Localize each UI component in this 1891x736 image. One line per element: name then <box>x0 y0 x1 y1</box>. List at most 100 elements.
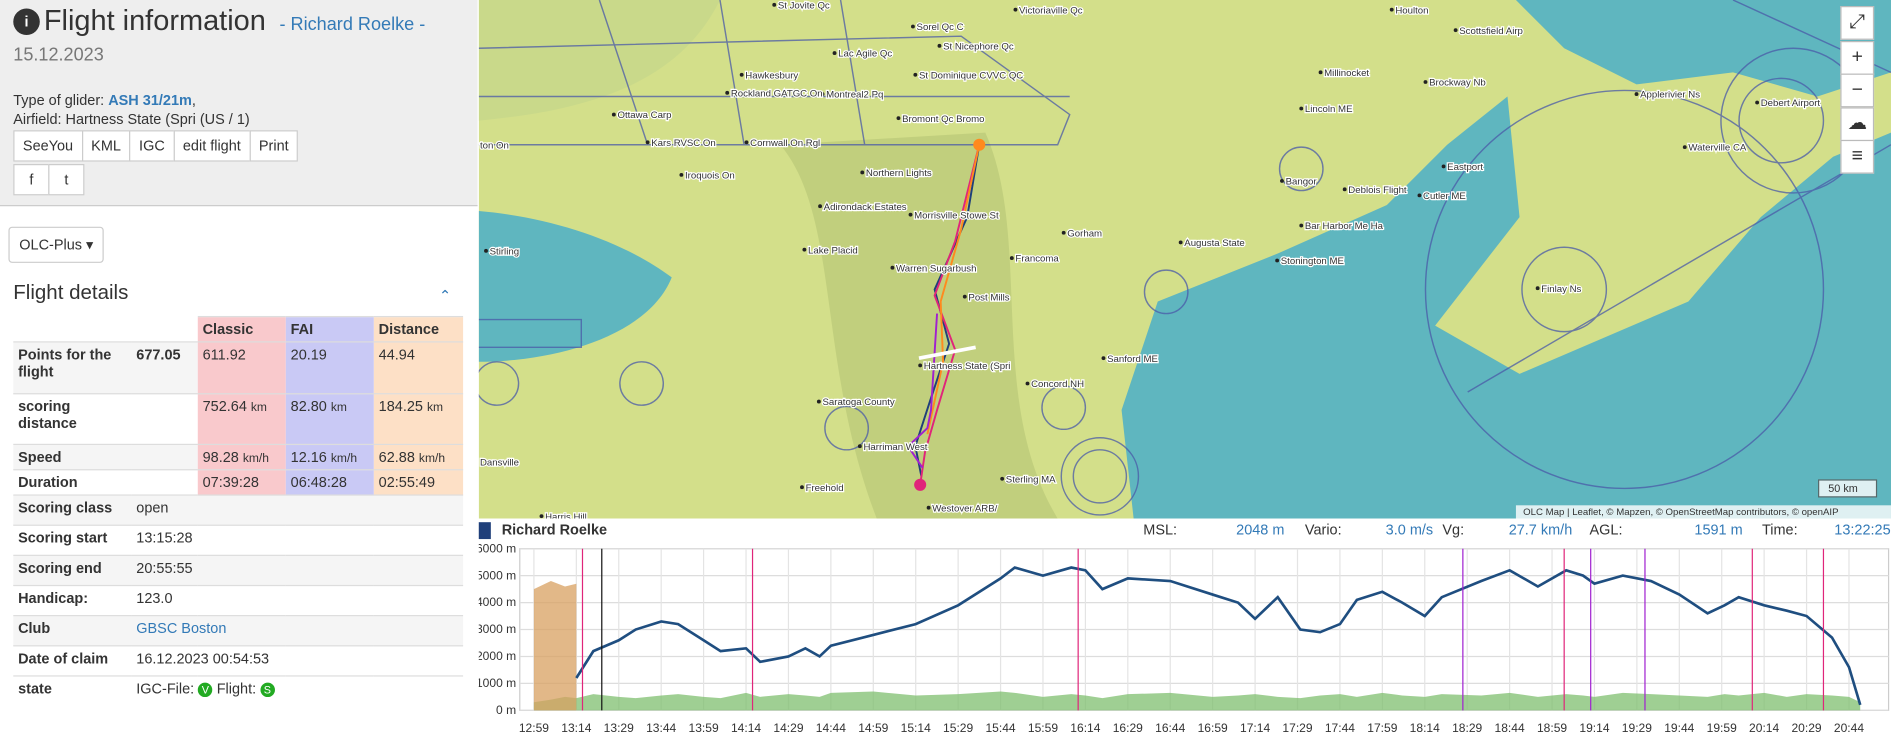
cell: 752.64 km <box>197 393 286 445</box>
button[interactable]: IGC <box>129 130 175 162</box>
dropdown-label: OLC-Plus <box>19 236 83 254</box>
map[interactable]: St Jovite Qc Victoriaville Qc Houlton Scott… <box>478 0 1891 519</box>
glider-icon <box>918 345 976 360</box>
cell: 611.92 <box>197 341 286 394</box>
pilot-color <box>478 522 491 540</box>
place-label: Scottsfield Airp <box>1459 26 1523 37</box>
place-label: Eastport <box>1447 162 1483 173</box>
place-label: Warren Sugarbush <box>896 263 976 274</box>
collapse[interactable]: ⌃ <box>438 287 452 304</box>
place-dot <box>962 294 967 299</box>
place-dot <box>539 514 544 519</box>
dropdown[interactable]: OLC-Plus ▾ <box>8 226 105 263</box>
label: Vg: <box>1442 520 1465 538</box>
unit: km <box>250 401 267 415</box>
pilot[interactable]: - Richard Roelke - <box>279 14 426 35</box>
section-title: Flight details <box>13 280 129 304</box>
cell: 20.19 <box>285 341 374 394</box>
cell: 184.25 km <box>373 393 464 445</box>
zoom-out[interactable]: − <box>1840 73 1875 108</box>
place-label: Bromont Qc Bromo <box>902 114 984 125</box>
cell: 02:55:49 <box>373 469 464 496</box>
place-label: Cutler ME <box>1423 191 1466 202</box>
place-label: Dansville <box>480 458 519 469</box>
button[interactable]: KML <box>81 130 131 162</box>
place-dot <box>1417 193 1422 198</box>
glider[interactable]: ASH 31/21m <box>108 91 192 109</box>
place-label: Finlay Ns <box>1541 284 1581 295</box>
place-label: St Jovite Qc <box>778 0 830 11</box>
y-tick-label: 2000 m <box>479 649 516 663</box>
button[interactable]: SeeYou <box>13 130 83 162</box>
row: Date of claim 16.12.2023 00:54:53 <box>13 645 464 676</box>
place-label: Bar Harbor Me Ha <box>1305 221 1384 232</box>
barogram[interactable]: 0 m 1000 m 2000 m 3000 m 4000 m 5000 m 6000 m 1… <box>479 540 1891 735</box>
value: 82.80 <box>290 397 327 415</box>
label: Scoring end <box>13 554 132 586</box>
place-label: Adirondack Estates <box>824 202 907 213</box>
row: Scoring class open <box>13 494 464 526</box>
place-dot <box>1755 100 1760 105</box>
value: 752.64 <box>202 397 247 415</box>
scale-label: 50 km <box>1828 483 1858 495</box>
place-dot <box>772 2 777 7</box>
x-tick-label: 12:59 <box>519 721 549 735</box>
fullscreen-button[interactable]: ⤢ <box>1840 6 1875 40</box>
label: AGL: <box>1589 520 1623 538</box>
value: 13:15:28 <box>131 524 464 556</box>
attribution: OLC Map | Leaflet, © Mapzen, © OpenStree… <box>1523 507 1838 518</box>
end-marker <box>914 478 927 491</box>
y-tick-label: 1000 m <box>479 676 516 690</box>
value: 16.12.2023 00:54:53 <box>131 645 464 676</box>
cell <box>131 469 198 496</box>
place-dot <box>908 212 913 217</box>
button[interactable]: edit flight <box>173 130 251 162</box>
facebook-button[interactable]: f <box>13 164 50 196</box>
row: Handicap: 123.0 <box>13 584 464 616</box>
button[interactable]: Print <box>249 130 299 162</box>
title: Flight information <box>43 4 266 38</box>
place-label: Stonington ME <box>1281 256 1344 267</box>
x-tick-label: 20:14 <box>1749 721 1779 735</box>
place-dot <box>1013 7 1018 12</box>
x-tick-label: 20:44 <box>1834 721 1864 735</box>
label: Points for the flight <box>13 341 132 394</box>
layers-button[interactable]: ≡ <box>1840 139 1875 174</box>
label: Date of claim <box>13 645 132 676</box>
scale-bar <box>1818 479 1878 498</box>
twitter-button[interactable]: t <box>48 164 85 196</box>
row: Scoring end 20:55:55 <box>13 554 464 586</box>
rows: Scoring class open Scoring start 13:15:28 Sc… <box>13 494 464 676</box>
place-label: Applerivier Ns <box>1640 90 1700 101</box>
mountains <box>780 132 1058 519</box>
label: Scoring start <box>13 524 132 556</box>
x-tick-label: 14:29 <box>773 721 803 735</box>
weather-button[interactable]: ☁ <box>1840 107 1875 142</box>
row: state IGC-File: V Flight: S <box>13 675 464 708</box>
gulf <box>1515 0 1891 97</box>
lowland <box>478 0 720 121</box>
row: Duration 07:39:28 06:48:28 02:55:49 <box>13 469 464 496</box>
zoom-in[interactable]: + <box>1840 41 1875 75</box>
map-labels: St Jovite Qc Victoriaville Qc Houlton Scott… <box>479 0 1822 519</box>
place-label: Concord NH <box>1031 379 1084 390</box>
place-dot <box>1453 28 1458 33</box>
line <box>575 566 1862 706</box>
x-tick-label: 14:59 <box>858 721 888 735</box>
place-dot <box>818 204 823 209</box>
info-icon: i <box>13 8 40 35</box>
place-dot <box>744 140 749 145</box>
place-dot <box>800 485 804 490</box>
label: scoring distance <box>13 393 132 445</box>
cell <box>131 443 198 470</box>
y-tick-label: 3000 m <box>479 622 516 636</box>
place-dot <box>1061 230 1066 235</box>
place-dot <box>1342 187 1347 192</box>
place-label: Debert Airport <box>1761 98 1821 109</box>
place-dot <box>860 170 865 175</box>
x-tick-label: 20:29 <box>1791 721 1821 735</box>
value: 1591 m <box>1694 520 1743 538</box>
value[interactable]: GBSC Boston <box>131 615 464 646</box>
place-dot <box>1389 7 1394 12</box>
